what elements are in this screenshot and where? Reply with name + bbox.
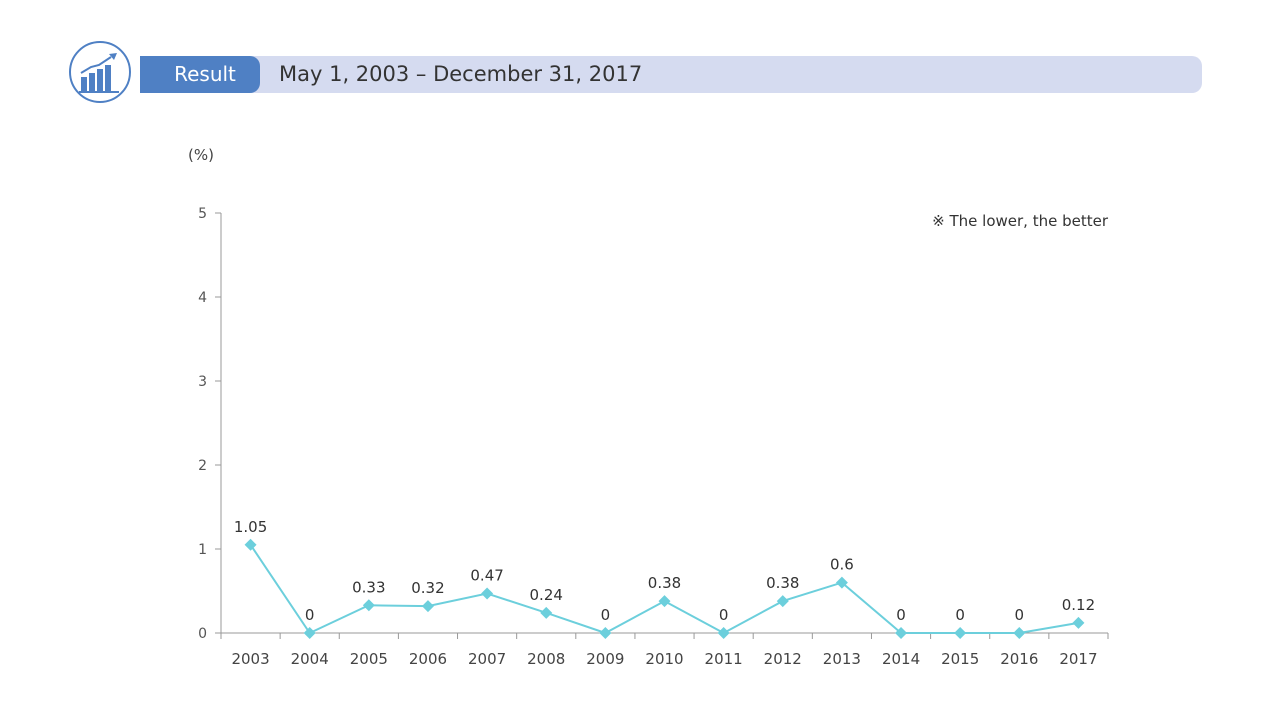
data-label: 0.12 [1062, 596, 1095, 614]
growth-chart-icon [69, 41, 131, 103]
data-point [303, 627, 316, 639]
data-point [658, 595, 671, 608]
x-tick-label: 2009 [586, 650, 624, 668]
page-title: May 1, 2003 – December 31, 2017 [279, 62, 643, 86]
data-label: 0 [305, 606, 315, 624]
data-label: 0.38 [648, 574, 681, 592]
data-point [540, 606, 553, 619]
x-tick-label: 2003 [231, 650, 269, 668]
data-label: 0 [1015, 606, 1025, 624]
x-tick-label: 2012 [764, 650, 802, 668]
y-tick-label: 0 [198, 626, 207, 642]
data-point [244, 538, 257, 551]
x-tick-label: 2013 [823, 650, 861, 668]
data-point [1072, 616, 1085, 629]
data-label: 0.38 [766, 574, 799, 592]
x-tick-label: 2010 [645, 650, 683, 668]
y-tick-label: 1 [198, 542, 207, 558]
x-tick-label: 2014 [882, 650, 920, 668]
y-tick-label: 4 [198, 290, 207, 306]
data-point [362, 599, 375, 612]
data-point [481, 587, 494, 600]
y-tick-label: 3 [198, 374, 207, 390]
data-label: 0.47 [470, 567, 503, 585]
data-point [717, 627, 730, 639]
header-bar [160, 56, 1202, 93]
data-point [1013, 627, 1026, 639]
x-tick-label: 2007 [468, 650, 506, 668]
x-tick-label: 2006 [409, 650, 447, 668]
data-label: 1.05 [234, 518, 267, 536]
result-tab: Result [140, 56, 260, 93]
data-point [895, 627, 908, 639]
y-tick-label: 5 [198, 206, 207, 222]
x-tick-label: 2008 [527, 650, 565, 668]
data-label: 0 [896, 606, 906, 624]
data-point [776, 595, 789, 608]
data-label: 0 [955, 606, 965, 624]
data-point [421, 600, 434, 613]
x-tick-label: 2004 [291, 650, 329, 668]
data-label: 0 [601, 606, 611, 624]
data-label: 0.33 [352, 578, 385, 596]
x-tick-label: 2011 [705, 650, 743, 668]
data-point [954, 627, 967, 639]
data-label: 0.24 [530, 586, 563, 604]
y-tick-label: 2 [198, 458, 207, 474]
chart-note: ※ The lower, the better [932, 212, 1109, 230]
x-tick-label: 2015 [941, 650, 979, 668]
data-point [599, 627, 612, 639]
data-label: 0.32 [411, 579, 444, 597]
data-point [835, 576, 848, 589]
x-tick-label: 2005 [350, 650, 388, 668]
data-label: 0 [719, 606, 729, 624]
data-label: 0.6 [830, 556, 854, 574]
x-tick-label: 2017 [1059, 650, 1097, 668]
x-tick-label: 2016 [1000, 650, 1038, 668]
y-axis-unit-label: (%) [188, 146, 214, 164]
